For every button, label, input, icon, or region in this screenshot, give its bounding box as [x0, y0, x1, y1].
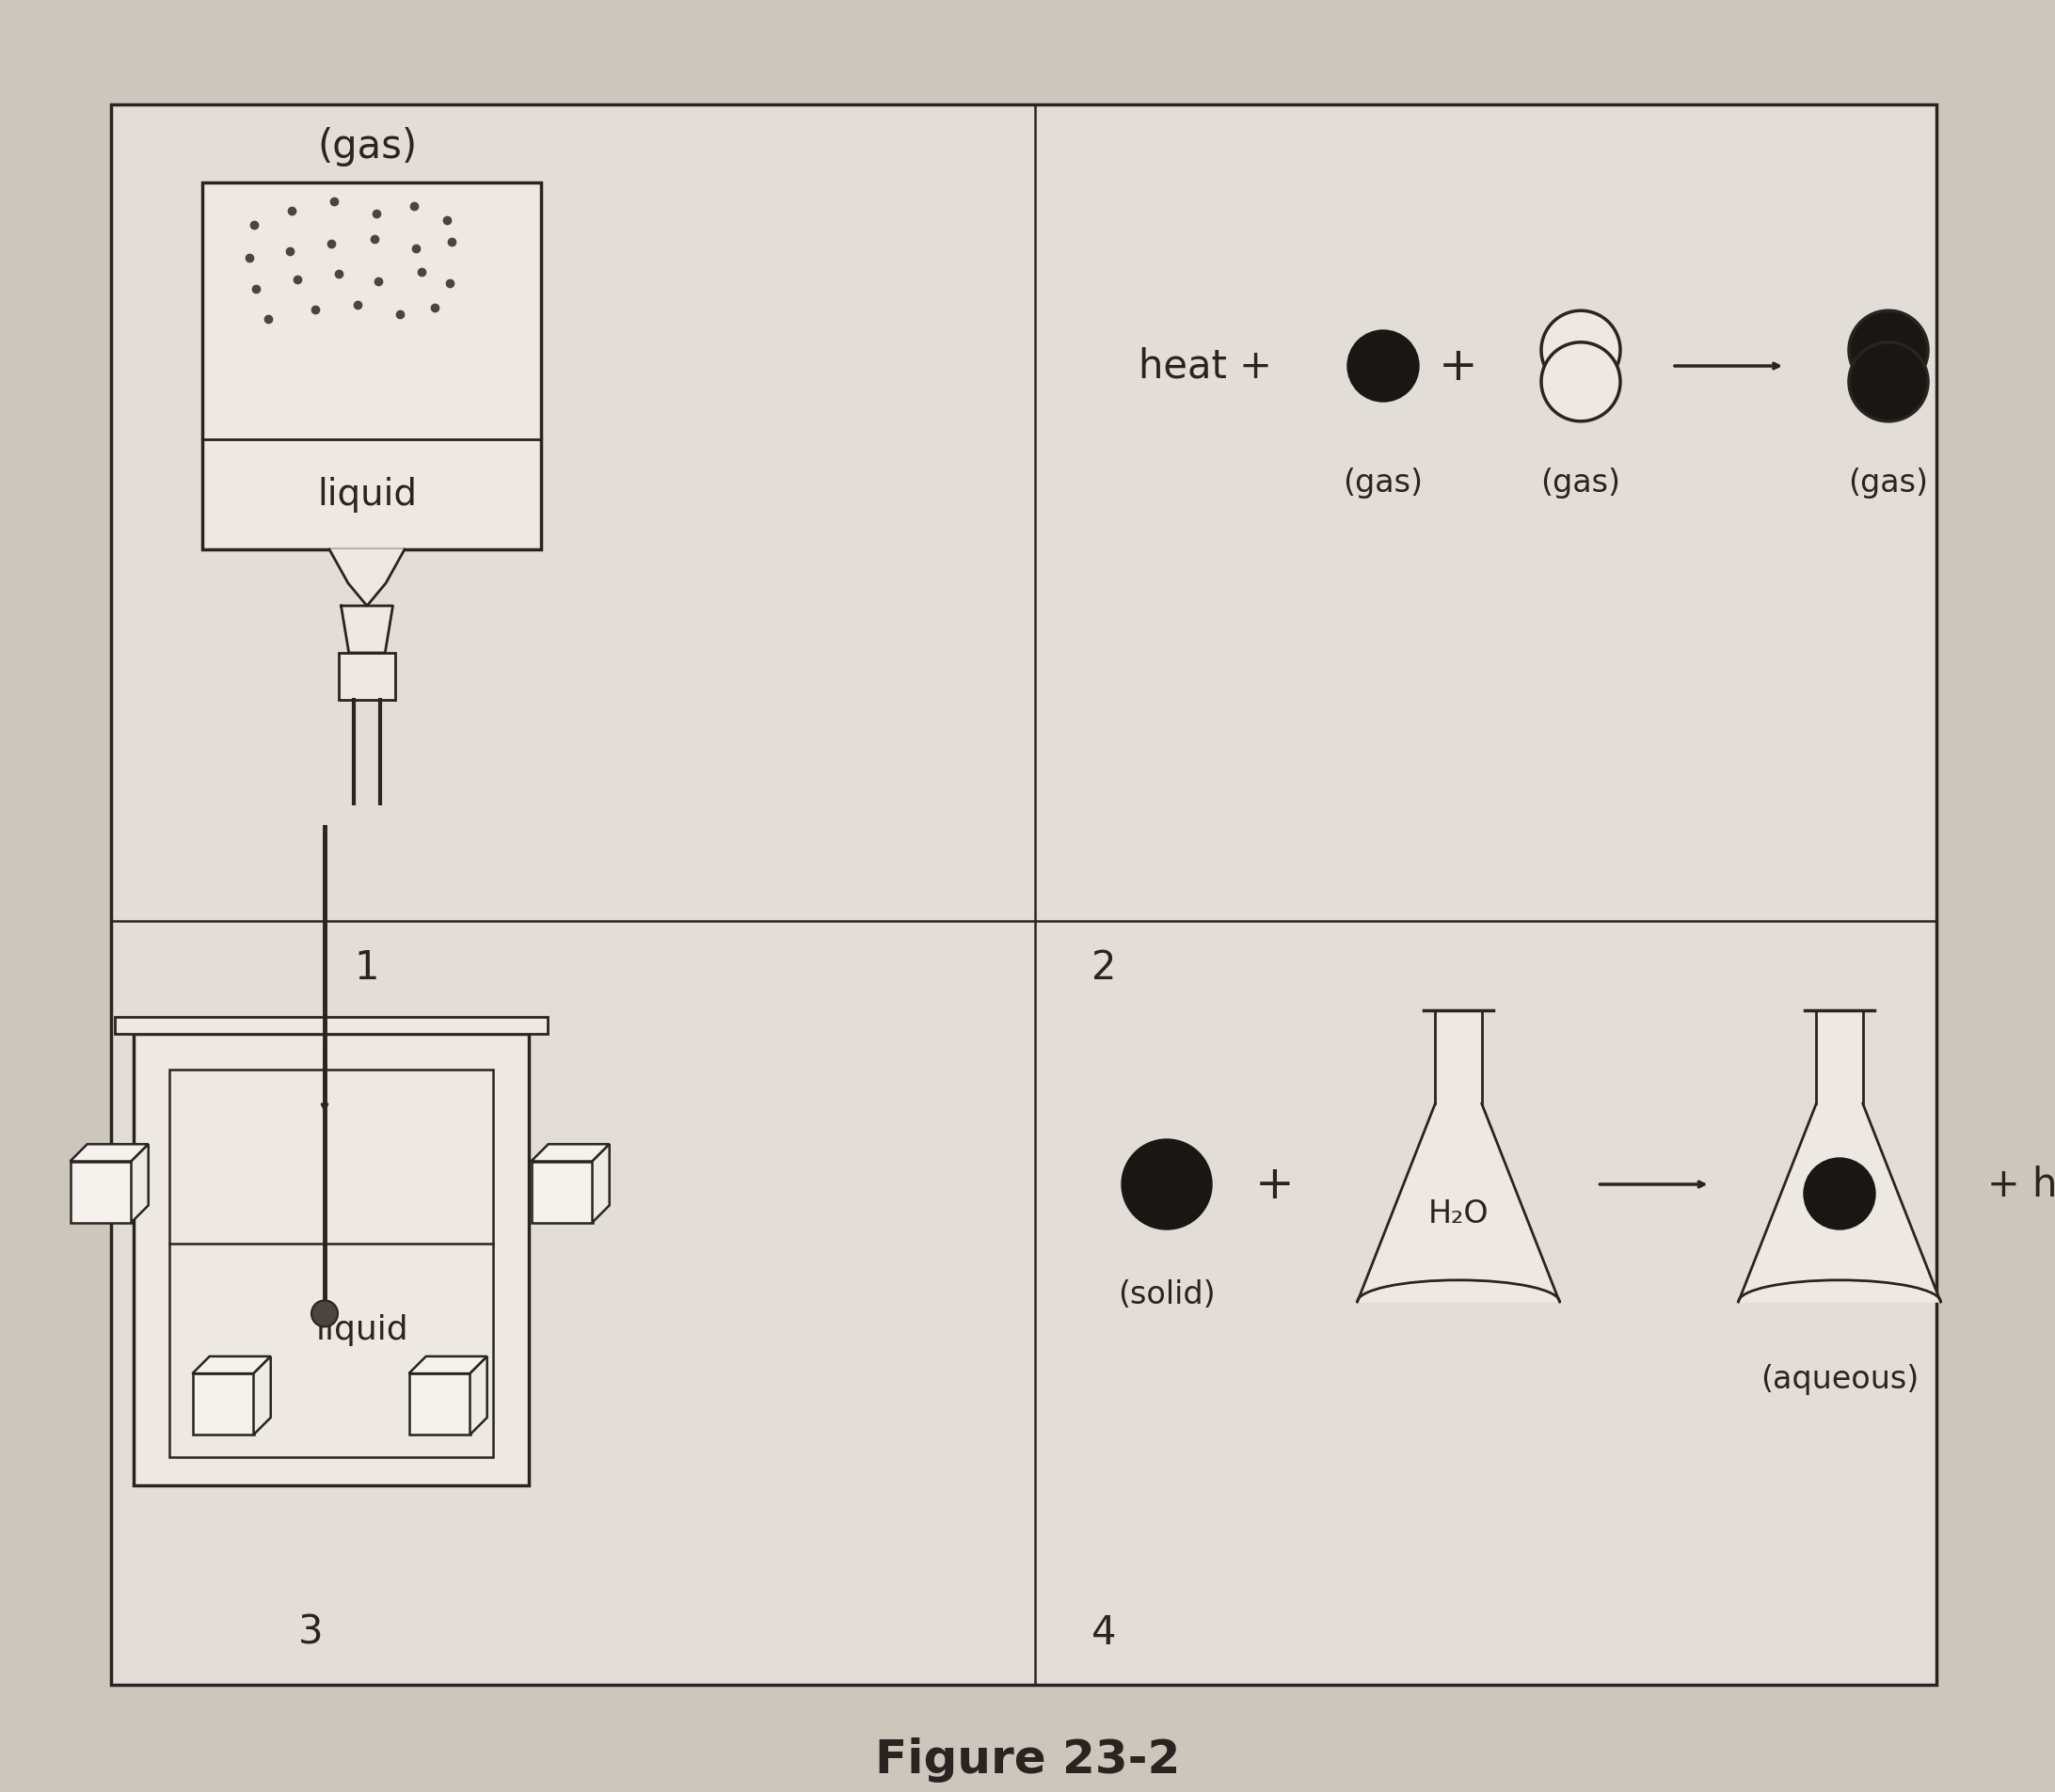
Text: 1: 1: [356, 948, 380, 987]
Text: H₂O: H₂O: [1428, 1197, 1490, 1229]
Circle shape: [1541, 342, 1619, 421]
Text: liquid: liquid: [316, 477, 417, 513]
Polygon shape: [1817, 1011, 1862, 1104]
Text: 2: 2: [1091, 948, 1116, 987]
Polygon shape: [471, 1357, 487, 1435]
Polygon shape: [1739, 1104, 1940, 1303]
Bar: [409, 1374, 471, 1435]
Circle shape: [1804, 1158, 1876, 1229]
Text: 3: 3: [298, 1613, 323, 1652]
Circle shape: [1850, 312, 1928, 391]
Circle shape: [1541, 312, 1619, 391]
Bar: [339, 654, 395, 701]
Polygon shape: [193, 1357, 271, 1374]
Text: (gas): (gas): [316, 127, 417, 167]
Circle shape: [312, 1301, 337, 1328]
Polygon shape: [132, 1145, 148, 1222]
Polygon shape: [1356, 1104, 1560, 1303]
Polygon shape: [1434, 1011, 1482, 1104]
Polygon shape: [70, 1145, 148, 1161]
Text: Figure 23-2: Figure 23-2: [875, 1736, 1180, 1781]
Bar: [530, 1161, 592, 1222]
Text: 4: 4: [1091, 1613, 1116, 1652]
Bar: [115, 1018, 547, 1034]
Polygon shape: [253, 1357, 271, 1435]
Polygon shape: [329, 550, 405, 606]
Text: heat +: heat +: [1138, 348, 1272, 387]
Text: + heat: + heat: [1987, 1165, 2055, 1204]
Text: (gas): (gas): [1344, 468, 1424, 498]
Bar: [111, 106, 1936, 1684]
Bar: [193, 1374, 253, 1435]
Text: (gas): (gas): [1847, 468, 1928, 498]
Text: (gas): (gas): [1541, 468, 1621, 498]
Bar: [201, 183, 540, 550]
Text: (solid): (solid): [1118, 1279, 1215, 1310]
Bar: [70, 1161, 132, 1222]
Bar: [169, 1070, 493, 1457]
Bar: [134, 1034, 528, 1486]
Text: (aqueous): (aqueous): [1761, 1364, 1919, 1394]
Circle shape: [1348, 332, 1418, 403]
Polygon shape: [530, 1145, 610, 1161]
Text: liquid: liquid: [316, 1314, 409, 1346]
Text: +: +: [1438, 344, 1478, 389]
Polygon shape: [409, 1357, 487, 1374]
Polygon shape: [341, 606, 393, 654]
Polygon shape: [592, 1145, 610, 1222]
Circle shape: [1850, 342, 1928, 421]
Text: +: +: [1256, 1161, 1295, 1208]
Circle shape: [1122, 1140, 1212, 1229]
